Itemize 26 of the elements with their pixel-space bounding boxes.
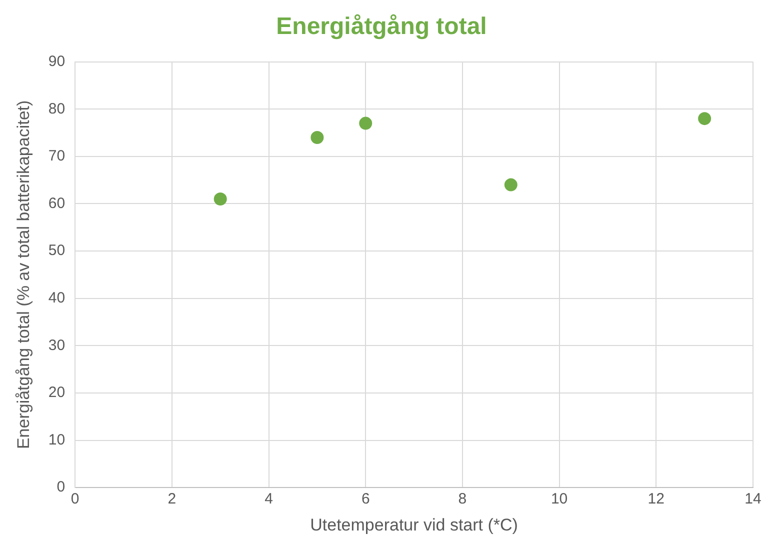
x-tick-label: 4 <box>264 490 273 508</box>
y-tick-label: 30 <box>48 336 66 354</box>
point <box>504 178 518 192</box>
point <box>214 192 227 206</box>
y-tick-label: 20 <box>48 384 66 402</box>
x-tick-label: 0 <box>70 490 80 508</box>
x-tick-label: 12 <box>648 490 664 508</box>
y-tick-label: 60 <box>48 194 66 212</box>
x-tick-label: 10 <box>550 490 568 508</box>
y-tick-label: 90 <box>48 52 66 70</box>
y-tick-label: 40 <box>48 289 66 306</box>
y-tick-label: 50 <box>48 242 66 260</box>
y-tick-label: 70 <box>48 148 66 165</box>
y-axis-title: Energiåtgång total (% av total batterikapacitet) <box>14 100 33 450</box>
x-tick-label: 6 <box>361 490 370 508</box>
point <box>310 131 324 144</box>
x-tick-label: 2 <box>168 490 176 508</box>
point <box>359 116 372 130</box>
x-axis-title: Utetemperatur vid start (*C) <box>310 515 518 534</box>
y-tick-label: 0 <box>56 478 66 496</box>
point <box>698 112 712 126</box>
x-tick-label: 14 <box>744 490 762 508</box>
chart-title: Energiåtgång total <box>276 13 487 40</box>
y-tick-label: 10 <box>48 431 66 448</box>
y-tick-label: 80 <box>48 100 66 118</box>
x-tick-label: 8 <box>458 490 467 508</box>
